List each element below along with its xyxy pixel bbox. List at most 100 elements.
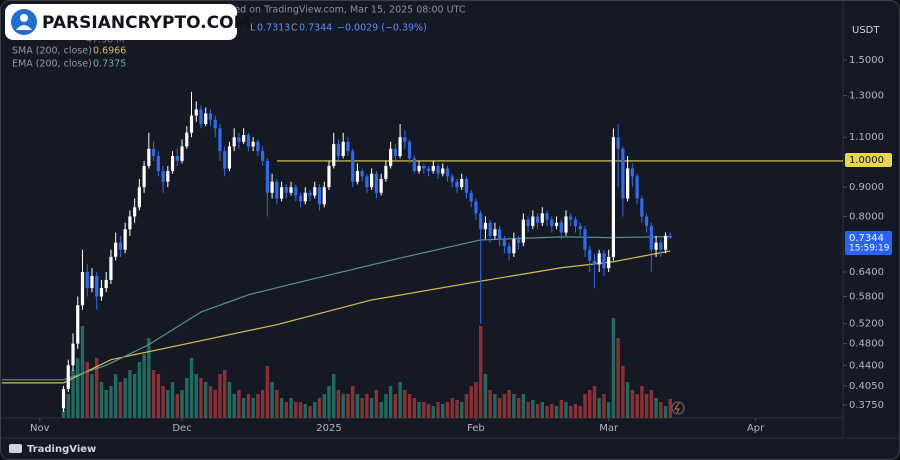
- candle-body: [223, 151, 227, 169]
- volume-bar: [569, 406, 573, 418]
- volume-bar: [341, 394, 345, 418]
- candle-body: [261, 151, 265, 161]
- volume-bar: [583, 394, 587, 418]
- candle-body: [284, 187, 288, 193]
- candle-body: [550, 219, 554, 226]
- candle-body: [256, 141, 260, 152]
- brand: TradingView: [27, 444, 96, 455]
- watermark-box: [5, 4, 237, 40]
- sma-value: 0.6966: [93, 46, 126, 57]
- volume-bar: [611, 318, 616, 418]
- volume-bar: [61, 410, 66, 418]
- volume-bar: [161, 386, 165, 418]
- volume-bar: [606, 402, 611, 418]
- candle-body: [118, 242, 123, 250]
- candle-body: [360, 171, 364, 177]
- candle-body: [218, 128, 222, 152]
- volume-bar: [251, 398, 255, 418]
- volume-bar: [156, 374, 161, 418]
- candle-body: [621, 148, 625, 199]
- volume-bar: [516, 398, 521, 418]
- candle-body: [180, 146, 184, 161]
- candle-body: [393, 148, 397, 157]
- candle-body: [109, 256, 113, 280]
- candle-body: [474, 201, 478, 214]
- volume-bar: [417, 402, 421, 418]
- y-tick-label: 0.4800: [849, 339, 884, 350]
- candle-body: [569, 216, 573, 220]
- volume-bar: [365, 394, 369, 418]
- alert-bolt: [674, 402, 680, 414]
- volume-bar: [189, 358, 194, 418]
- volume-bar: [535, 404, 540, 418]
- candle-body: [298, 195, 303, 202]
- volume-bar: [222, 370, 227, 418]
- volume-bar: [237, 390, 241, 418]
- volume-bar: [460, 402, 464, 418]
- volume-bar: [71, 370, 75, 418]
- volume-bar: [104, 390, 108, 418]
- ema-legend: EMA (200, close): [12, 59, 92, 70]
- candle-body: [317, 187, 322, 205]
- candle-body: [483, 222, 488, 230]
- y-tick-label: 0.5200: [849, 319, 884, 330]
- volume-bar: [578, 406, 582, 418]
- candle-body: [498, 229, 502, 240]
- candle-body: [85, 272, 89, 289]
- volume-bar: [616, 338, 620, 418]
- candle-body: [412, 158, 416, 172]
- candle-body: [535, 216, 540, 223]
- candle-body: [597, 253, 601, 265]
- alert-icon: [671, 401, 685, 415]
- volume-bar: [279, 398, 284, 418]
- candle-body: [460, 178, 464, 188]
- candle-body: [578, 225, 582, 230]
- volume-bar: [635, 394, 639, 418]
- candle-body: [526, 219, 530, 226]
- candle-body: [61, 388, 66, 409]
- volume-bar: [175, 394, 179, 418]
- candle-body: [237, 137, 241, 142]
- volume-bar: [441, 404, 445, 418]
- volume-bar: [602, 394, 606, 418]
- candle-body: [517, 239, 521, 243]
- volume-bar: [640, 386, 644, 418]
- candle-body: [90, 275, 94, 289]
- candle-body: [365, 176, 369, 188]
- candle-body: [455, 181, 459, 188]
- volume-bar: [66, 394, 70, 418]
- candle-body: [332, 144, 336, 166]
- y-tick-label: 0.4050: [849, 381, 884, 392]
- candle-body: [246, 134, 250, 147]
- volume-bar: [659, 402, 663, 418]
- volume-bar: [90, 374, 94, 418]
- volume-bar: [118, 382, 123, 418]
- volume-bar: [185, 378, 189, 418]
- volume-bar: [493, 394, 497, 418]
- candle-body: [545, 213, 549, 220]
- volume-bar: [497, 398, 502, 418]
- volume-bar: [109, 386, 113, 418]
- candle-body: [644, 216, 649, 226]
- candle-body: [313, 187, 317, 196]
- candle-body: [327, 165, 331, 188]
- x-tick-label: 2025: [316, 423, 341, 434]
- candle-body: [66, 365, 70, 389]
- volume-bar: [531, 400, 535, 418]
- candle-body: [616, 137, 620, 149]
- candle-body: [512, 239, 516, 254]
- candle-body: [251, 141, 255, 147]
- volume-bar: [550, 404, 554, 418]
- volume-bar: [526, 402, 530, 418]
- x-tick-label: Apr: [747, 423, 765, 434]
- x-tick-label: Feb: [467, 423, 485, 434]
- volume-bar: [142, 354, 146, 418]
- volume-bar: [194, 374, 198, 418]
- volume-bar: [455, 400, 459, 418]
- volume-bar: [564, 402, 568, 418]
- legend-close-prefix: C: [291, 23, 298, 34]
- candle-body: [450, 176, 454, 182]
- volume-bar: [663, 406, 668, 418]
- candle-body: [166, 171, 170, 182]
